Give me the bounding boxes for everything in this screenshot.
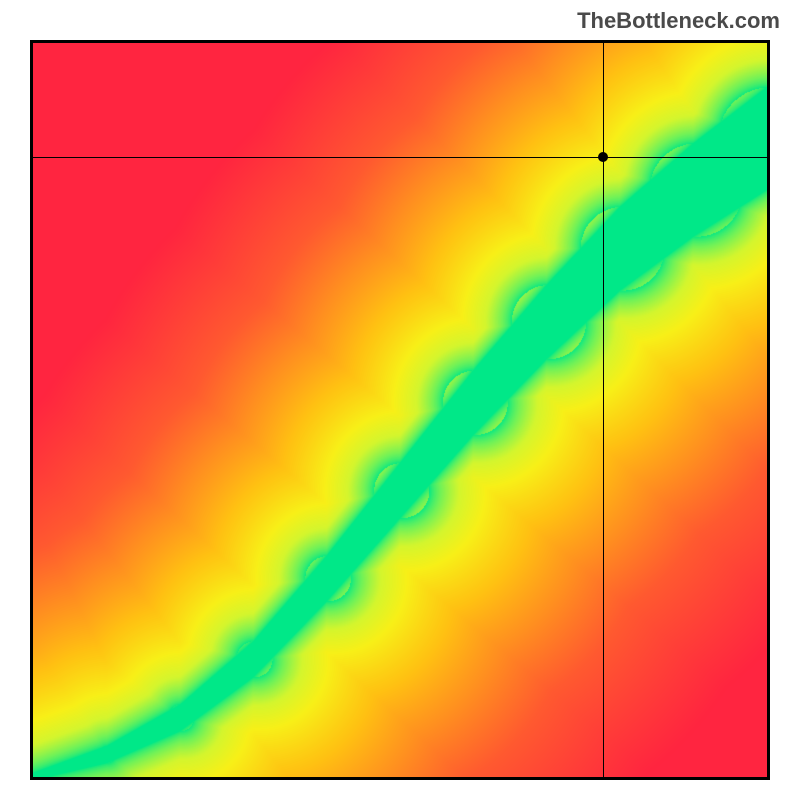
- chart-container: TheBottleneck.com: [0, 0, 800, 800]
- watermark-text: TheBottleneck.com: [577, 8, 780, 34]
- crosshair-horizontal: [33, 157, 767, 158]
- heatmap-canvas: [33, 43, 767, 777]
- marker-dot: [598, 152, 608, 162]
- plot-area: [30, 40, 770, 780]
